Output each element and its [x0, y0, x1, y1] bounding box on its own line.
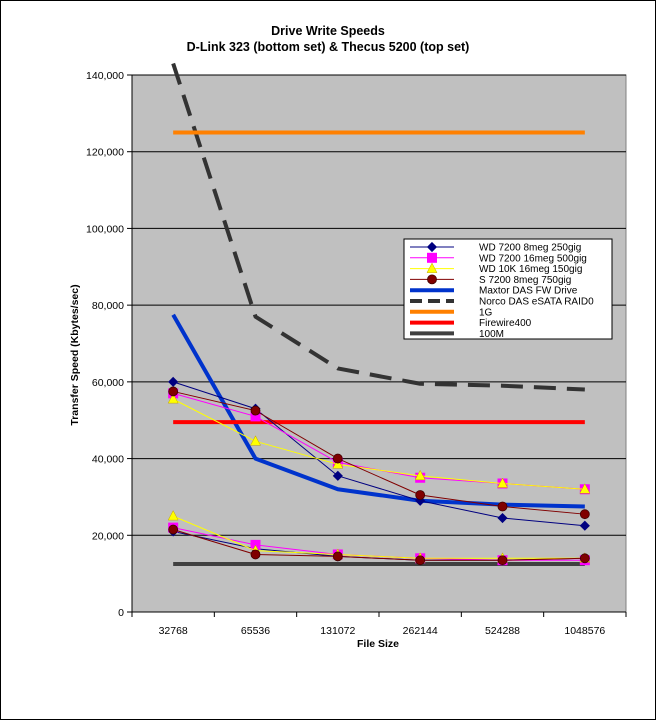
data-point-triangle — [414, 469, 426, 481]
data-point-triangle — [579, 483, 591, 494]
data-point-square — [250, 411, 261, 422]
y-tick-label: 40,000 — [92, 454, 124, 466]
series-line — [172, 398, 585, 490]
data-point-triangle — [426, 262, 438, 273]
data-point-circle — [250, 405, 261, 416]
data-point-diamond — [426, 241, 438, 253]
legend-label: Firewire400 — [479, 318, 532, 329]
legend-item: Norco DAS eSATA RAID0 — [410, 297, 594, 308]
series-line — [171, 62, 585, 392]
y-tick-label: 100,000 — [86, 223, 124, 235]
series-s-7200-8meg-750gig — [168, 386, 590, 520]
series-line — [173, 390, 585, 515]
x-tick-label: 131072 — [320, 625, 355, 637]
series-layer — [167, 62, 591, 567]
legend-label: S 7200 8meg 750gig — [479, 275, 571, 286]
legend-item: 100M — [410, 329, 504, 340]
chart-subtitle: D-Link 323 (bottom set) & Thecus 5200 (t… — [187, 40, 470, 54]
x-axis-title: File Size — [357, 638, 399, 650]
y-tick-label: 20,000 — [92, 530, 124, 542]
legend-item: S 7200 8meg 750gig — [410, 274, 571, 286]
data-point-triangle — [332, 458, 344, 469]
y-tick-label: 0 — [118, 607, 124, 619]
data-point-circle — [497, 555, 508, 566]
legend-item: WD 7200 16meg 500gig — [410, 252, 587, 264]
x-tick-label: 524288 — [485, 625, 520, 637]
y-tick-label: 80,000 — [92, 300, 124, 312]
legend-item: 1G — [410, 307, 493, 318]
data-point-circle — [332, 453, 343, 464]
legend-item: Firewire400 — [410, 318, 532, 329]
data-point-circle — [250, 549, 261, 560]
legend-label: Maxtor DAS FW Drive — [479, 286, 578, 297]
data-point-circle — [415, 490, 426, 500]
legend-item: WD 7200 8meg 250gig — [410, 241, 581, 254]
data-point-square — [427, 252, 437, 263]
legend-label: WD 10K 16meg 150gig — [479, 264, 582, 275]
legend-label: 100M — [479, 329, 504, 340]
x-tick-label: 32768 — [159, 625, 188, 637]
series-line — [172, 515, 585, 559]
x-tick-label: 65536 — [241, 625, 270, 637]
plot-area — [131, 74, 627, 613]
legend-label: Norco DAS eSATA RAID0 — [479, 297, 594, 308]
data-point-circle — [332, 551, 343, 562]
data-point-triangle — [497, 477, 508, 488]
series-norco-das-esata-raid0 — [171, 62, 585, 392]
x-tick-label: 1048576 — [564, 625, 605, 637]
data-point-circle — [415, 555, 426, 566]
data-point-circle — [168, 524, 179, 535]
y-tick-label: 120,000 — [86, 147, 124, 159]
data-point-circle — [497, 501, 508, 512]
axes: 0 20,000 40,000 60,000 80,000 100,000 120,000 1… — [86, 70, 627, 637]
data-point-triangle — [167, 393, 179, 404]
chart-title: Drive Write Speeds — [271, 24, 385, 38]
legend-item: WD 10K 16meg 150gig — [410, 262, 582, 275]
legend-label: WD 7200 16meg 500gig — [479, 253, 587, 264]
bottom-set-s-7200-8meg-750gig — [168, 524, 590, 566]
plot-background — [131, 74, 627, 613]
series-line — [173, 529, 585, 561]
legend-item: Maxtor DAS FW Drive — [410, 286, 578, 297]
data-point-triangle — [250, 435, 261, 446]
data-point-triangle — [167, 510, 179, 521]
y-tick-label: 60,000 — [92, 377, 124, 389]
data-point-diamond — [579, 520, 590, 531]
series-line — [173, 381, 585, 527]
x-tick-label: 262144 — [403, 625, 438, 637]
y-tick-label: 140,000 — [86, 70, 124, 82]
data-point-circle — [427, 274, 437, 285]
data-point-diamond — [497, 512, 508, 524]
data-point-circle — [579, 553, 590, 564]
data-point-diamond — [168, 376, 179, 387]
data-point-circle — [579, 509, 590, 520]
legend-label: 1G — [479, 307, 493, 318]
data-point-circle — [168, 386, 179, 397]
series-wd-10k-16meg-150gig — [167, 393, 591, 494]
y-axis-title: Transfer Speed (Kbytes/sec) — [69, 284, 81, 425]
data-point-diamond — [332, 470, 343, 481]
legend-label: WD 7200 8meg 250gig — [479, 243, 581, 254]
